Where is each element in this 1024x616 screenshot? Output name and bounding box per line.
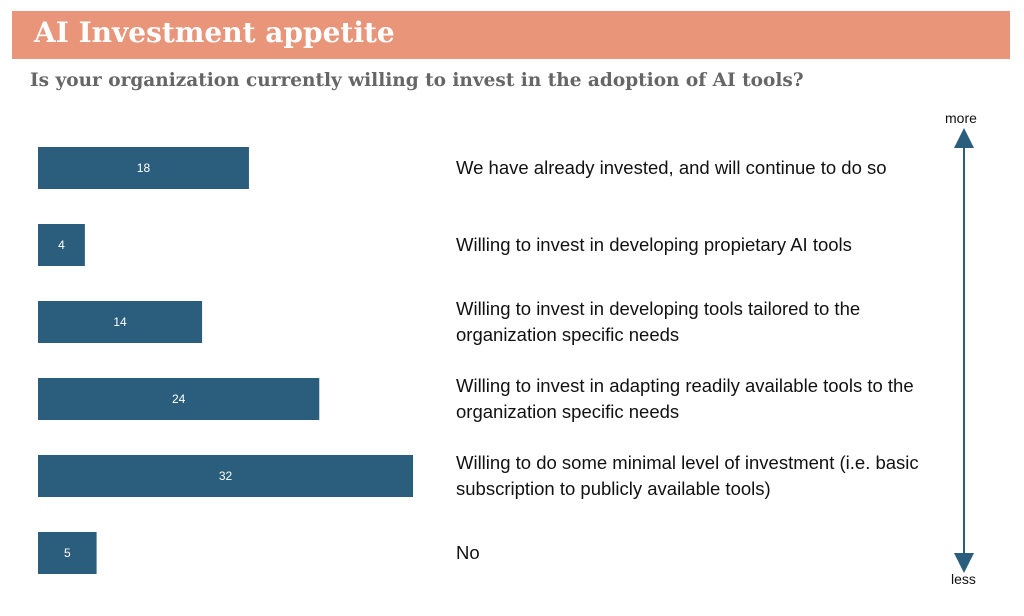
bar-value-label: 5	[64, 546, 71, 560]
bar-value-label: 18	[137, 161, 151, 175]
bar-value-label: 32	[219, 469, 233, 483]
category-label: Willing to invest in developing tools ta…	[456, 298, 861, 345]
category-label: Willing to invest in adapting readily av…	[456, 375, 914, 422]
title-bar: AI Investment appetite	[12, 11, 1010, 59]
bar-5	[38, 455, 414, 497]
bar-3	[38, 301, 203, 343]
bar-4	[38, 378, 320, 420]
chart-subtitle: Is your organization currently willing t…	[30, 70, 804, 91]
category-label: No	[456, 542, 480, 563]
scale-top-label: more	[945, 110, 977, 126]
bar-2	[38, 224, 85, 266]
bar-value-label: 4	[58, 238, 65, 252]
bar-1	[38, 147, 249, 189]
category-label: We have already invested, and will conti…	[456, 157, 887, 178]
scale-bottom-label: less	[951, 571, 976, 587]
bar-value-label: 14	[113, 315, 127, 329]
page-title: AI Investment appetite	[34, 16, 395, 49]
category-label: Willing to invest in developing propieta…	[456, 234, 852, 255]
bar-6	[38, 532, 97, 574]
bar-value-label: 24	[172, 392, 186, 406]
category-label: Willing to do some minimal level of inve…	[456, 452, 919, 499]
